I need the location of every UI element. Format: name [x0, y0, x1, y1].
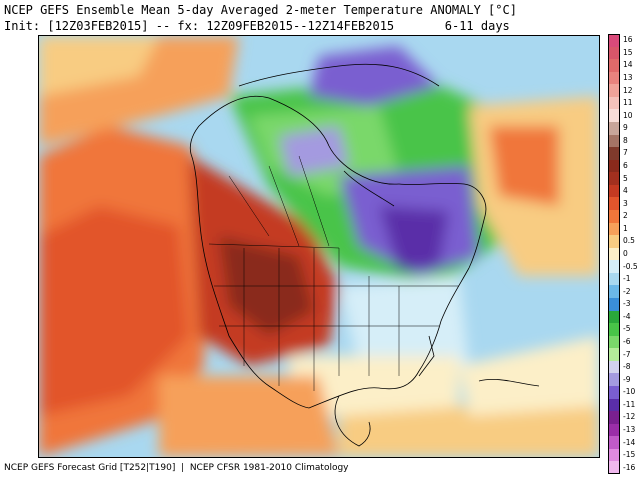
legend-swatch: [608, 59, 620, 73]
coastline-outlines: [189, 63, 540, 447]
legend-swatch: [608, 285, 620, 299]
legend-label: -7: [623, 349, 631, 359]
anomaly-map: [38, 35, 600, 458]
legend-swatch: [608, 109, 620, 123]
color-legend: 16 15 14 13 12 11 10 9 8 7 6 5 4 3 2 1 0.5 0 -0.5 -1 -2 -3 -4 -…: [608, 34, 640, 478]
legend-label: 0: [623, 249, 628, 258]
legend-label: 0.5: [623, 236, 635, 246]
legend-swatch: [608, 323, 620, 337]
legend-label: 4: [623, 186, 628, 196]
legend-swatch: [608, 360, 620, 374]
map-footer: NCEP GEFS Forecast Grid [T252|T190] | NC…: [4, 463, 349, 473]
legend-label: -6: [623, 337, 631, 346]
legend-label: -12: [623, 412, 636, 422]
legend-label: -0.5: [623, 261, 638, 271]
legend-label: 2: [623, 211, 628, 221]
legend-label: -11: [623, 399, 636, 409]
legend-swatch: [608, 222, 620, 236]
state-borders: [208, 155, 459, 391]
legend-swatch: [608, 84, 620, 98]
map-subtitle: Init: [12Z03FEB2015] -- fx: 12Z09FEB2015…: [4, 18, 510, 34]
legend-label: 14: [623, 60, 633, 70]
legend-label: 1: [623, 223, 628, 233]
legend-swatch: [608, 398, 620, 412]
legend-swatch: [608, 147, 620, 161]
legend-swatch: [608, 386, 620, 400]
legend-label: -14: [623, 437, 636, 447]
legend-label: 6: [623, 161, 628, 170]
legend-label: 15: [623, 47, 633, 57]
legend-swatch: [608, 423, 620, 437]
legend-label: 7: [623, 148, 628, 158]
map-title: NCEP GEFS Ensemble Mean 5-day Averaged 2…: [4, 3, 517, 17]
legend-label: 3: [623, 198, 628, 208]
legend-frame: [608, 34, 620, 474]
legend-swatch: [608, 436, 620, 450]
legend-label: -1: [623, 274, 631, 284]
legend-swatch: [608, 184, 620, 198]
legend-swatch: [608, 210, 620, 224]
legend-label: -2: [623, 286, 631, 296]
legend-label: -10: [623, 387, 636, 397]
legend-label: -3: [623, 299, 631, 309]
legend-swatch: [608, 134, 620, 148]
legend-label: 16: [623, 35, 633, 45]
anomaly-field: [39, 36, 599, 457]
legend-swatch: [608, 411, 620, 425]
forecast-window: fx: 12Z09FEB2015--12Z14FEB2015: [177, 19, 395, 33]
legend-label: -15: [623, 450, 636, 460]
legend-swatch: [608, 298, 620, 312]
legend-swatch: [608, 310, 620, 324]
legend-swatch: [608, 122, 620, 136]
legend-swatch: [608, 272, 620, 286]
legend-label: 13: [623, 73, 633, 82]
subtitle-separator: --: [155, 19, 171, 33]
legend-swatch: [608, 34, 620, 48]
legend-swatch: [608, 448, 620, 462]
legend-swatch: [608, 197, 620, 211]
legend-swatch: [608, 335, 620, 349]
legend-swatch: [608, 159, 620, 173]
legend-label: 10: [623, 110, 633, 120]
legend-label: 12: [623, 85, 633, 95]
legend-swatch: [608, 373, 620, 387]
legend-swatch: [608, 96, 620, 110]
legend-label: -16: [623, 462, 636, 472]
init-time: Init: [12Z03FEB2015]: [4, 19, 149, 33]
forecast-range: 6-11 days: [444, 19, 510, 33]
legend-label: -13: [623, 425, 636, 434]
legend-swatch: [608, 46, 620, 60]
legend-label: 9: [623, 123, 628, 133]
legend-swatch: [608, 348, 620, 362]
anomaly-map-canvas: [39, 36, 599, 457]
legend-label: -4: [623, 311, 631, 321]
legend-swatch: [608, 260, 620, 274]
legend-label: -8: [623, 362, 631, 372]
legend-swatch: [608, 71, 620, 85]
legend-swatch: [608, 247, 620, 261]
legend-label: -5: [623, 324, 631, 334]
legend-label: 5: [623, 173, 628, 183]
legend-label: 8: [623, 135, 628, 145]
legend-swatch: [608, 235, 620, 249]
legend-swatch: [608, 461, 620, 475]
legend-swatch: [608, 172, 620, 186]
legend-label: -9: [623, 374, 631, 384]
legend-label: 11: [623, 98, 633, 108]
